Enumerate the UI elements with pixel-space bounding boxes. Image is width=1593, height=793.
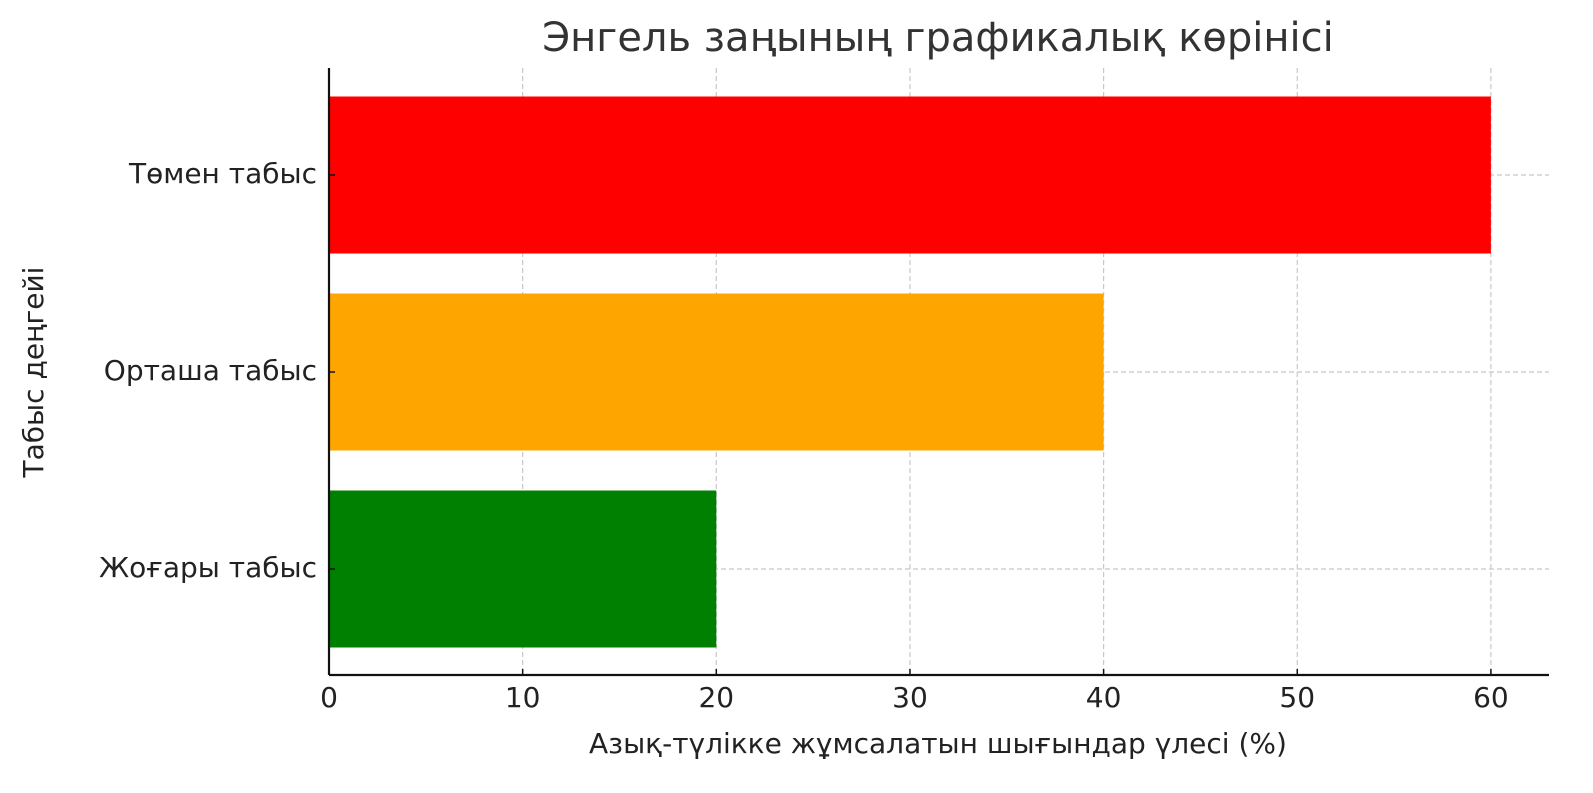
x-tick-label: 0 bbox=[320, 681, 338, 714]
x-axis-label: Азық-түлікке жұмсалатын шығындар үлесі (… bbox=[589, 727, 1287, 760]
x-tick-label: 20 bbox=[698, 681, 734, 714]
y-tick-label: Төмен табыс bbox=[128, 157, 317, 190]
bar bbox=[329, 96, 1491, 254]
x-tick-label: 10 bbox=[505, 681, 541, 714]
x-tick-label: 30 bbox=[892, 681, 928, 714]
x-tick-label: 50 bbox=[1279, 681, 1315, 714]
y-tick-label: Жоғары табыс bbox=[99, 551, 317, 584]
y-axis-label: Табыс деңгейі bbox=[17, 267, 50, 479]
bar bbox=[329, 490, 717, 648]
x-tick-label: 60 bbox=[1473, 681, 1509, 714]
chart-title: Энгель заңының графикалық көрінісі bbox=[542, 15, 1334, 61]
x-tick-label: 40 bbox=[1086, 681, 1122, 714]
bar bbox=[329, 293, 1104, 451]
y-tick-label: Орташа табыс bbox=[104, 354, 317, 387]
